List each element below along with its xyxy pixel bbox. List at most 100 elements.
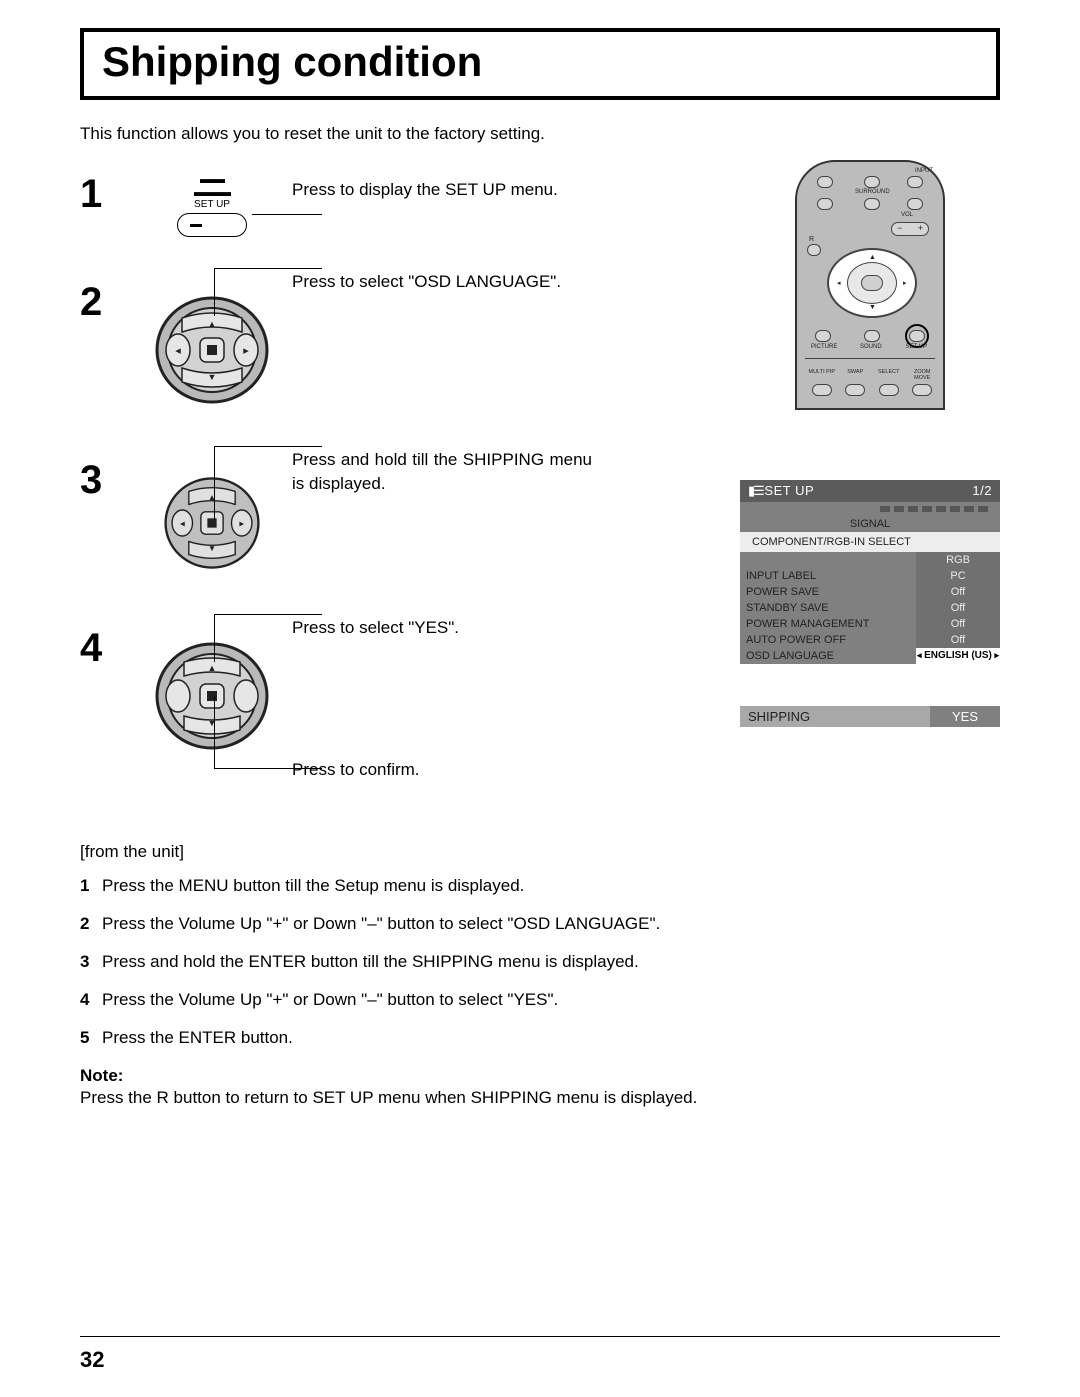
page-number: 32 xyxy=(80,1347,104,1373)
remote-button xyxy=(864,176,880,188)
setup-row: STANDBY SAVEOff xyxy=(740,600,1000,616)
zoom-move-label: ZOOM MOVE xyxy=(908,369,938,381)
sound-label: SOUND xyxy=(860,344,882,350)
setup-menu: ▮☰ SET UP 1/2 SIGNAL COMPONENT/RGB-IN SE… xyxy=(740,480,1000,664)
note-label: Note: xyxy=(80,1066,1000,1086)
left-arrow-icon: ◂ xyxy=(837,279,841,287)
svg-text:▲: ▲ xyxy=(208,663,217,673)
setup-row-signal: SIGNAL xyxy=(740,516,1000,532)
remote-button xyxy=(907,176,923,188)
from-unit-section: [from the unit] 1Press the MENU button t… xyxy=(80,842,1000,1108)
note-block: Note: Press the R button to return to SE… xyxy=(80,1066,1000,1108)
setup-label: SET UP xyxy=(905,344,927,350)
step-text: Press to select "YES". xyxy=(292,616,459,640)
sound-button xyxy=(864,330,880,342)
remote-button xyxy=(879,384,899,396)
svg-text:▲: ▲ xyxy=(208,319,217,329)
right-arrow-icon: ▸ xyxy=(903,279,907,287)
swap-label: SWAP xyxy=(841,369,871,381)
connector-line xyxy=(252,214,322,215)
surround-label: SURROUND xyxy=(855,189,889,195)
step-number: 3 xyxy=(80,458,132,503)
svg-text:◂: ◂ xyxy=(175,345,181,357)
step-text: Press to select "OSD LANGUAGE". xyxy=(292,270,561,294)
setup-menu-header: ▮☰ SET UP 1/2 xyxy=(740,480,1000,502)
connector-line xyxy=(214,768,322,769)
setup-button-shape xyxy=(177,213,247,237)
nav-pad-illustration: ▲ ▼ xyxy=(132,626,292,766)
step-number: 4 xyxy=(80,626,132,671)
setup-menu-title: ▮☰ SET UP xyxy=(748,483,814,499)
setup-button-label: SET UP xyxy=(177,199,247,210)
connector-line xyxy=(214,446,322,447)
remote-bottom-row: MULTI PIP SWAP SELECT ZOOM MOVE xyxy=(807,369,937,396)
shipping-label: SHIPPING xyxy=(740,706,930,727)
remote-button xyxy=(817,198,833,210)
from-unit-list: 1Press the MENU button till the Setup me… xyxy=(80,876,1000,1048)
remote-button xyxy=(912,384,932,396)
setup-row: AUTO POWER OFFOff xyxy=(740,632,1000,648)
from-unit-header: [from the unit] xyxy=(80,842,1000,862)
nav-pad-icon: ◂ ▸ ▲ ▼ xyxy=(142,280,282,420)
list-item: 3Press and hold the ENTER button till th… xyxy=(80,952,1000,972)
connector-line xyxy=(214,446,215,520)
r-button xyxy=(807,244,821,256)
connector-line xyxy=(214,268,322,269)
remote-center-button xyxy=(861,275,883,291)
svg-text:▼: ▼ xyxy=(208,718,217,728)
right-column: INPUT SURROUND VOL − + R ▲ ▼ ◂ ▸ xyxy=(740,160,1000,727)
multi-pip-label: MULTI PIP xyxy=(807,369,837,381)
page-title: Shipping condition xyxy=(102,38,978,86)
divider xyxy=(805,358,935,359)
nav-pad-illustration: ◂ ▸ ▲ ▼ xyxy=(132,280,292,420)
shipping-bar: SHIPPING YES xyxy=(740,706,1000,727)
connector-line xyxy=(214,614,322,615)
remote-button xyxy=(864,198,880,210)
step-text: Press and hold till the SHIPPING menu is… xyxy=(292,448,592,496)
setup-button-illustration: ▬▬▬▬▬ SET UP xyxy=(132,172,292,237)
remote-illustration: INPUT SURROUND VOL − + R ▲ ▼ ◂ ▸ xyxy=(795,160,945,410)
setup-row: COMPONENT/RGB-IN SELECT xyxy=(740,532,1000,552)
remote-button xyxy=(812,384,832,396)
setup-lines-icon: ▬▬▬▬▬ xyxy=(177,172,247,198)
nav-pad-illustration: ▲ ▼ ◂ ▸ xyxy=(132,458,292,588)
svg-text:▸: ▸ xyxy=(239,519,244,529)
setup-row: INPUT LABELPC xyxy=(740,568,1000,584)
setup-menu-page: 1/2 xyxy=(972,483,992,499)
remote-button xyxy=(907,198,923,210)
select-label: SELECT xyxy=(874,369,904,381)
footer-rule xyxy=(80,1336,1000,1337)
svg-text:▼: ▼ xyxy=(208,372,217,382)
connector-line xyxy=(214,696,215,768)
setup-row: POWER MANAGEMENTOff xyxy=(740,616,1000,632)
r-label: R xyxy=(809,236,814,243)
remote-button xyxy=(845,384,865,396)
title-box: Shipping condition xyxy=(80,28,1000,100)
svg-text:▸: ▸ xyxy=(243,345,249,357)
step-number: 2 xyxy=(80,280,132,325)
list-item: 4Press the Volume Up "+" or Down "–" but… xyxy=(80,990,1000,1010)
picture-button xyxy=(815,330,831,342)
remote-button xyxy=(817,176,833,188)
volume-pill: − + xyxy=(891,222,929,236)
up-arrow-icon: ▲ xyxy=(869,254,876,261)
step-number: 1 xyxy=(80,172,132,217)
nav-pad-icon: ▲ ▼ ◂ ▸ xyxy=(147,458,277,588)
setup-menu-bars xyxy=(740,502,1000,516)
input-label: INPUT xyxy=(915,168,933,174)
list-item: 1Press the MENU button till the Setup me… xyxy=(80,876,1000,896)
setup-row: RGB xyxy=(740,552,1000,568)
vol-label: VOL xyxy=(901,212,913,218)
svg-text:▼: ▼ xyxy=(208,543,216,553)
step-text-confirm: Press to confirm. xyxy=(292,758,459,782)
intro-text: This function allows you to reset the un… xyxy=(80,124,1000,144)
connector-line xyxy=(214,268,215,316)
list-item: 5Press the ENTER button. xyxy=(80,1028,1000,1048)
picture-label: PICTURE xyxy=(811,344,837,350)
list-item: 2Press the Volume Up "+" or Down "–" but… xyxy=(80,914,1000,934)
connector-line xyxy=(214,614,215,662)
down-arrow-icon: ▼ xyxy=(869,304,876,311)
note-text: Press the R button to return to SET UP m… xyxy=(80,1088,1000,1108)
setup-row: POWER SAVEOff xyxy=(740,584,1000,600)
nav-pad-icon: ▲ ▼ xyxy=(142,626,282,766)
